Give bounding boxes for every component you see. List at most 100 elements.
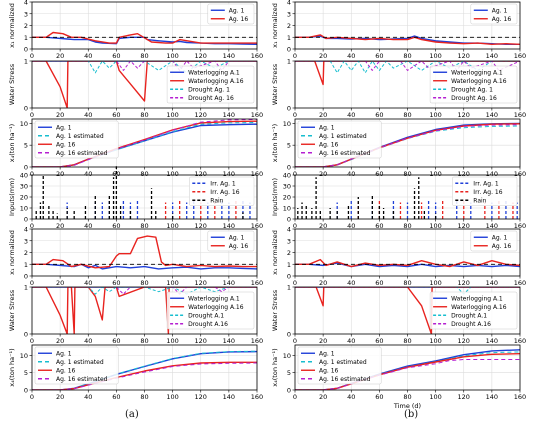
x-tick-label: 40 [84,393,92,401]
x-tick-label: 40 [84,170,92,178]
y-tick-label: 2 [24,249,28,257]
y-tick-label: 2 [287,22,291,30]
y-tick-label: 0 [287,331,291,339]
y-tick-label: 10 [20,352,28,360]
x-tick-label: 120 [195,222,207,230]
legend-box [452,176,518,206]
y-tick-label: 4 [287,226,291,234]
y-tick-label: 20 [283,194,291,202]
x-tick-label: 120 [458,111,470,119]
y-tick-label: 0 [287,164,291,172]
legend-label: Waterlogging A.16 [451,304,507,311]
x-tick-label: 160 [514,52,526,60]
x-tick-label: 40 [347,393,355,401]
x-tick-label: 120 [458,170,470,178]
x-tick-label: 140 [486,279,498,287]
legend-label: Ag. 16 [229,16,249,23]
y-tick-label: 1 [287,284,291,292]
legend-label: Ag. 16 [319,367,339,374]
y-tick-label: 3 [24,10,28,18]
x-tick-label: 100 [166,393,178,401]
x-tick-label: 140 [223,393,235,401]
x-tick-label: 80 [403,279,411,287]
legend-label: Irr. Ag. 1 [210,180,236,187]
legend-label: Ag. 16 [492,16,512,23]
legend-label: Ag. 1 [319,124,335,131]
x-tick-label: 60 [375,222,383,230]
y-axis-label: x₁ normalized [271,230,279,275]
legend-label: Ag. 16 [319,141,339,148]
legend-label: Ag. 16 [229,243,249,250]
legend-label: Ag. 1 estimated [56,359,104,366]
y-tick-label: 0 [24,216,28,224]
legend-label: Ag. 1 [492,234,508,241]
y-axis-label: x₄(ton ha⁻¹) [8,348,16,386]
legend-label: Waterlogging A.16 [188,78,244,85]
legend-label: Drought A.16 [451,321,491,328]
y-axis-label: Water Stress [8,289,16,331]
y-tick-label: 2 [24,22,28,30]
legend-box [34,346,119,385]
x-tick-label: 140 [223,52,235,60]
x-tick-label: 60 [112,52,120,60]
x-tick-label: 0 [293,52,297,60]
y-tick-label: 10 [283,120,291,128]
x-tick-label: 100 [429,393,441,401]
x-tick-label: 40 [347,279,355,287]
y-tick-label: 1 [287,58,291,66]
y-axis-label: x₁ normalized [8,3,16,48]
series-line [295,124,520,167]
y-axis-label: Water Stress [271,63,279,105]
x-tick-label: 120 [458,222,470,230]
x-tick-label: 100 [166,170,178,178]
x-tick-label: 140 [223,222,235,230]
y-tick-label: 0 [24,273,28,281]
y-tick-label: 30 [283,183,291,191]
y-tick-label: 0 [24,164,28,172]
x-tick-label: 120 [195,393,207,401]
x-tick-label: 140 [223,111,235,119]
x-tick-label: 80 [140,170,148,178]
y-tick-label: 0 [24,46,28,54]
x-tick-label: 20 [56,393,64,401]
x-tick-label: 120 [458,52,470,60]
y-tick-label: 10 [283,205,291,213]
legend-label: Waterlogging A.16 [451,78,507,85]
x-tick-label: 80 [403,111,411,119]
legend-label: Ag. 16 [56,367,76,374]
y-tick-label: 1 [287,34,291,42]
x-tick-label: 160 [514,393,526,401]
x-tick-label: 20 [319,170,327,178]
x-tick-label: 160 [514,337,526,345]
x-tick-label: 0 [293,337,297,345]
x-tick-label: 140 [223,279,235,287]
x-tick-label: 0 [30,222,34,230]
x-tick-label: 160 [251,52,263,60]
x-tick-label: 120 [195,52,207,60]
y-tick-label: 1 [24,261,28,269]
x-tick-label: 20 [56,279,64,287]
series-line [295,34,520,45]
x-tick-label: 40 [347,170,355,178]
x-tick-label: 40 [347,222,355,230]
x-tick-label: 40 [347,337,355,345]
x-tick-label: 60 [112,222,120,230]
y-tick-label: 0 [287,105,291,113]
legend-box [189,176,255,206]
x-tick-label: 80 [140,52,148,60]
x-tick-label: 140 [486,52,498,60]
y-tick-label: 0 [287,46,291,54]
x-tick-label: 160 [251,393,263,401]
legend-label: Ag. 1 estimated [319,133,367,140]
legend-label: Waterlogging A.1 [188,295,240,302]
legend-label: Drought A.1 [451,312,487,319]
y-tick-label: 5 [287,142,291,150]
x-tick-label: 100 [166,222,178,230]
x-tick-label: 20 [319,393,327,401]
y-tick-label: 0 [24,105,28,113]
